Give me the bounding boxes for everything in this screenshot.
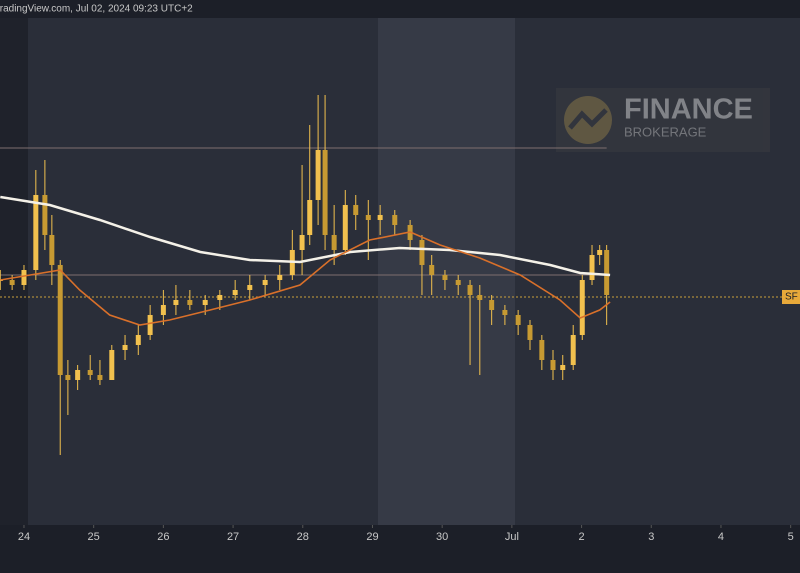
x-tick-label: Jul bbox=[505, 531, 519, 543]
candle-body bbox=[502, 310, 508, 315]
price-label: SF bbox=[785, 292, 798, 303]
candle-body bbox=[87, 370, 93, 375]
candle-body bbox=[57, 265, 63, 375]
moving-average-line bbox=[0, 231, 611, 326]
candle-body bbox=[419, 240, 425, 265]
candle-body bbox=[49, 235, 55, 265]
x-tick-label: 29 bbox=[366, 531, 378, 543]
x-tick-label: 25 bbox=[88, 531, 100, 543]
candle-body bbox=[122, 345, 128, 350]
candle-body bbox=[527, 325, 533, 340]
candle-body bbox=[392, 215, 398, 225]
candle-body bbox=[247, 285, 253, 290]
candle-body bbox=[135, 335, 141, 345]
session-shade bbox=[378, 18, 515, 525]
candle-body bbox=[489, 300, 495, 310]
header-bar bbox=[0, 0, 800, 18]
candle-body bbox=[322, 150, 328, 235]
candle-body bbox=[589, 255, 595, 280]
candle-body bbox=[477, 295, 483, 300]
candle-body bbox=[429, 265, 435, 275]
x-tick-label: 24 bbox=[18, 531, 30, 543]
time-axis bbox=[0, 525, 800, 573]
x-tick-label: 30 bbox=[436, 531, 448, 543]
candle-body bbox=[109, 350, 115, 380]
candle-body bbox=[232, 290, 238, 295]
candle-body bbox=[539, 340, 545, 360]
x-tick-label: 28 bbox=[297, 531, 309, 543]
x-tick-label: 26 bbox=[157, 531, 169, 543]
candle-body bbox=[515, 315, 521, 325]
candle-body bbox=[160, 305, 166, 315]
candle-body bbox=[353, 205, 359, 215]
candle-body bbox=[442, 275, 448, 280]
candle-body bbox=[277, 275, 283, 280]
chart-title: TradingView.com, Jul 02, 2024 09:23 UTC+… bbox=[0, 4, 193, 15]
candle-body bbox=[9, 280, 15, 285]
candle-body bbox=[455, 280, 461, 285]
candle-body bbox=[262, 280, 268, 285]
x-tick-label: 3 bbox=[648, 531, 654, 543]
candle-body bbox=[550, 360, 556, 370]
x-tick-label: 5 bbox=[788, 531, 794, 543]
candle-body bbox=[342, 205, 348, 250]
candle-body bbox=[187, 300, 193, 305]
candle-body bbox=[560, 365, 566, 370]
candle-body bbox=[75, 370, 81, 380]
candle-body bbox=[597, 250, 603, 255]
candle-body bbox=[331, 235, 337, 250]
candle-body bbox=[21, 270, 27, 285]
watermark: FINANCE BROKERAGE bbox=[556, 88, 770, 152]
moving-average-line bbox=[0, 195, 611, 277]
candle-body bbox=[307, 200, 313, 235]
watermark-title: FINANCE bbox=[624, 94, 753, 126]
candle-body bbox=[365, 215, 371, 220]
candle-body bbox=[217, 295, 223, 300]
candle-body bbox=[299, 235, 305, 250]
price-label-box bbox=[782, 290, 800, 304]
x-tick-label: 4 bbox=[718, 531, 724, 543]
candle-body bbox=[570, 335, 576, 365]
candle-body bbox=[97, 375, 103, 380]
x-tick-label: 27 bbox=[227, 531, 239, 543]
candle-body bbox=[604, 250, 610, 295]
candle-body bbox=[173, 300, 179, 305]
candle-body bbox=[42, 195, 48, 235]
x-tick-label: 2 bbox=[579, 531, 585, 543]
candle-body bbox=[33, 195, 39, 270]
watermark-subtitle: BROKERAGE bbox=[624, 124, 707, 139]
candle-body bbox=[377, 215, 383, 220]
candle-body bbox=[147, 315, 153, 335]
candle-body bbox=[65, 375, 71, 380]
candle-body bbox=[202, 300, 208, 305]
candle-body bbox=[467, 285, 473, 295]
watermark-logo-mark bbox=[568, 108, 608, 130]
candle-body bbox=[315, 150, 321, 200]
candle-body bbox=[579, 280, 585, 335]
